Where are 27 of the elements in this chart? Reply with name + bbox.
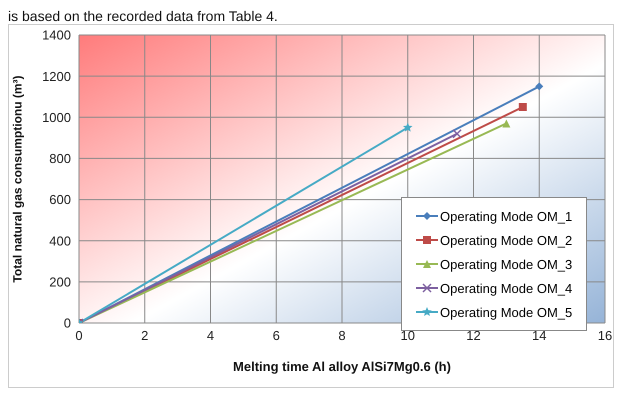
x-tick-label: 12 (466, 328, 481, 344)
legend-label: Operating Mode OM_3 (440, 256, 572, 272)
legend-label: Operating Mode OM_1 (440, 208, 572, 224)
text: is based on the recorded data from Table 4. (8, 8, 279, 24)
x-axis-title: Melting time Al alloy AlSi7Mg0.6 (h) (233, 359, 451, 374)
y-tick-label: 200 (49, 274, 71, 290)
y-tick-label: 1000 (42, 110, 71, 125)
y-tick-label: 400 (49, 233, 71, 248)
x-tick-label: 6 (272, 328, 280, 344)
point (535, 82, 544, 90)
x-tick-label: 8 (338, 328, 346, 344)
x-tick-label: 0 (75, 328, 83, 344)
x-tick-label: 14 (532, 328, 546, 344)
legend-label: Operating Mode OM_4 (440, 280, 572, 296)
y-tick-label: 1200 (42, 68, 71, 84)
y-tick-label: 800 (49, 151, 71, 166)
y-tick-label: 600 (49, 192, 71, 208)
y-tick-label: 1400 (42, 28, 71, 43)
y-axis-title: Total natural gas consumptionu (m³) (10, 75, 24, 283)
y-tick-label: 0 (64, 316, 71, 331)
point (402, 122, 413, 132)
x-tick-label: 4 (206, 328, 214, 344)
legend-label: Operating Mode OM_5 (440, 304, 572, 320)
x-tick-label: 16 (598, 328, 612, 344)
legend-label: Operating Mode OM_2 (440, 232, 572, 248)
x-tick-label: 10 (400, 328, 415, 344)
x-tick-label: 2 (141, 328, 148, 344)
